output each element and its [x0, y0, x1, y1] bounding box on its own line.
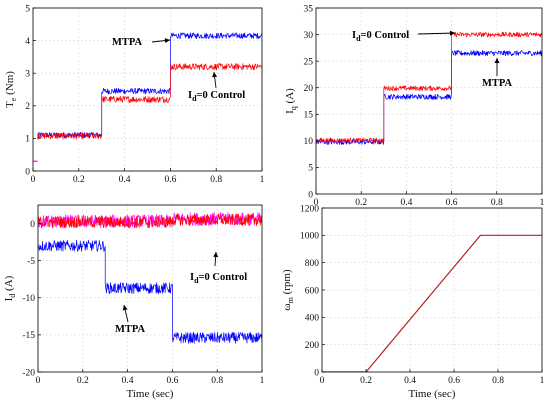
annotation-label: MTPA	[482, 78, 513, 89]
y-tick-label: 25	[304, 57, 314, 67]
x-tick-label: 1	[540, 198, 545, 208]
y-axis-label: ωm (rpm)	[281, 269, 295, 311]
axes-frame	[37, 204, 263, 373]
y-tick-label: 1000	[300, 232, 319, 242]
x-tick-label: 0.2	[77, 376, 89, 386]
x-tick-label: 0.8	[211, 376, 223, 386]
annotation-arrowhead	[212, 72, 218, 78]
y-tick-label: 200	[305, 341, 320, 351]
y-tick-label: 4	[25, 37, 30, 47]
annotation-arrowhead	[213, 252, 219, 258]
series-line-0	[322, 234, 542, 372]
y-tick-label: 600	[305, 286, 320, 296]
x-tick-label: 0	[320, 376, 325, 386]
y-tick-label: 1200	[300, 204, 319, 214]
y-tick-label: 5	[308, 164, 313, 174]
x-tick-label: 0.4	[119, 175, 131, 185]
y-tick-label: 400	[305, 314, 320, 324]
y-tick-label: 0	[25, 167, 30, 177]
y-tick-label: 800	[305, 259, 320, 269]
x-axis-label: Time (sec)	[127, 388, 174, 400]
x-tick-label: 0	[314, 198, 319, 208]
y-tick-label: 2	[25, 102, 30, 112]
y-tick-label: 5	[25, 4, 30, 14]
annotation-label: Id=0 Control	[352, 30, 409, 43]
x-tick-label: 0.2	[355, 198, 367, 208]
x-tick-label: 1	[260, 175, 265, 185]
plot-area	[316, 8, 542, 194]
x-tick-label: 0.6	[446, 198, 458, 208]
x-tick-label: 0	[31, 175, 36, 185]
annotation-label: Id=0 Control	[188, 90, 245, 103]
y-tick-label: 20	[304, 84, 314, 94]
y-tick-label: -5	[27, 257, 35, 267]
annotation-arrowhead	[122, 305, 128, 311]
x-tick-label: 0.4	[400, 198, 412, 208]
x-tick-label: 0.6	[164, 175, 176, 185]
series-line-1	[316, 31, 542, 144]
y-tick-label: -15	[22, 331, 35, 341]
y-tick-label: 1	[25, 135, 30, 145]
y-axis-label: Te (Nm)	[4, 71, 18, 108]
axes-frame	[315, 7, 543, 195]
x-tick-label: 0.6	[166, 376, 178, 386]
x-tick-label: 0.4	[404, 376, 416, 386]
x-axis-label: Time (sec)	[409, 388, 456, 400]
annotation-arrowhead	[449, 30, 455, 36]
series-line-2	[38, 213, 262, 229]
chart-electromagnetic-torque: 0 0.2 0.4 0.6 0.8 1 0 1 2 3 4 5 Te (Nm) MTPA Id=0 Cont…	[4, 4, 265, 185]
axes-frame	[32, 7, 263, 172]
x-tick-label: 0.8	[491, 198, 503, 208]
y-tick-label: 0	[314, 368, 319, 378]
annotation-arrowhead	[494, 58, 500, 63]
x-tick-label: 0.2	[360, 376, 372, 386]
y-tick-label: -10	[22, 294, 35, 304]
x-tick-label: 0.2	[73, 175, 85, 185]
annotation-label: Id=0 Control	[190, 272, 247, 285]
y-tick-label: 30	[304, 31, 314, 41]
y-tick-label: 0	[308, 190, 313, 200]
chart-d-axis-current: 0 0.2 0.4 0.6 0.8 1 -20 -15 -10 -5 0 Id (A) Time (se…	[3, 204, 265, 400]
x-tick-label: 0.4	[122, 376, 134, 386]
series-line-0	[38, 239, 262, 344]
annotation-label: MTPA	[112, 37, 143, 48]
x-tick-label: 1	[260, 376, 265, 386]
y-tick-label: 10	[304, 137, 314, 147]
y-tick-label: 35	[304, 4, 314, 14]
x-tick-label: 0.6	[448, 376, 460, 386]
y-tick-label: 3	[25, 70, 30, 80]
x-tick-label: 1	[540, 376, 545, 386]
y-axis-label: Id (A)	[3, 275, 17, 301]
y-axis-label: Iq (A)	[284, 88, 298, 114]
chart-rotor-speed: 0 0.2 0.4 0.6 0.8 1 0 200 400 600 800 1000 1200 ωm (r…	[281, 204, 545, 400]
annotation-arrow	[417, 32, 456, 35]
x-tick-label: 0.8	[492, 376, 504, 386]
x-tick-label: 0.8	[210, 175, 222, 185]
series-line-2	[37, 63, 262, 140]
x-tick-label: 0	[36, 376, 41, 386]
y-tick-label: 0	[30, 220, 35, 230]
annotation-arrowhead	[164, 38, 170, 44]
y-tick-label: 15	[304, 111, 314, 121]
y-tick-label: -20	[22, 368, 35, 378]
annotation-label: MTPA	[115, 324, 146, 335]
